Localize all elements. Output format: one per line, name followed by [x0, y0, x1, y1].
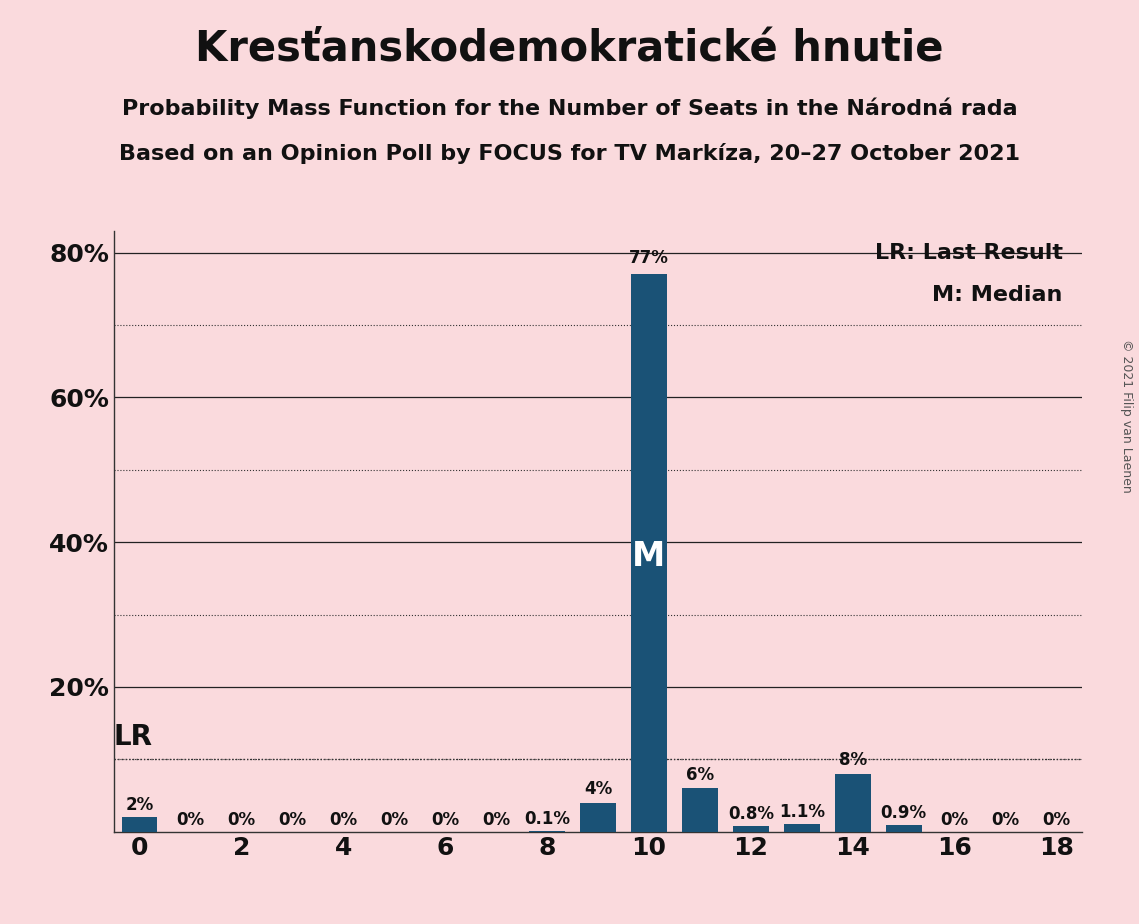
Text: Kresťanskodemokratické hnutie: Kresťanskodemokratické hnutie [195, 28, 944, 69]
Text: LR: Last Result: LR: Last Result [875, 243, 1063, 263]
Text: 1.1%: 1.1% [779, 803, 825, 821]
Text: 0%: 0% [177, 810, 204, 829]
Bar [682, 788, 718, 832]
Text: 8%: 8% [838, 751, 867, 770]
Text: M: M [632, 541, 665, 573]
Text: 0%: 0% [992, 810, 1019, 829]
Bar [631, 274, 666, 832]
Text: 0.8%: 0.8% [728, 805, 773, 823]
Text: LR: LR [114, 723, 153, 750]
Text: 0.1%: 0.1% [524, 810, 570, 828]
Text: Probability Mass Function for the Number of Seats in the Národná rada: Probability Mass Function for the Number… [122, 97, 1017, 118]
Bar [886, 825, 921, 832]
Text: 2%: 2% [125, 796, 154, 814]
Text: 0%: 0% [278, 810, 306, 829]
Text: Based on an Opinion Poll by FOCUS for TV Markíza, 20–27 October 2021: Based on an Opinion Poll by FOCUS for TV… [118, 143, 1021, 164]
Text: 77%: 77% [629, 249, 669, 267]
Text: © 2021 Filip van Laenen: © 2021 Filip van Laenen [1121, 339, 1133, 492]
Text: 0%: 0% [941, 810, 969, 829]
Text: 0%: 0% [380, 810, 408, 829]
Text: 0%: 0% [431, 810, 459, 829]
Text: 0%: 0% [1042, 810, 1071, 829]
Text: 0%: 0% [329, 810, 358, 829]
Text: 0.9%: 0.9% [880, 804, 927, 822]
Bar [784, 823, 820, 832]
Text: 0%: 0% [227, 810, 255, 829]
Bar [835, 773, 870, 832]
Text: M: Median: M: Median [933, 285, 1063, 305]
Text: 0%: 0% [482, 810, 510, 829]
Bar [734, 826, 769, 832]
Text: 4%: 4% [584, 780, 612, 798]
Bar [580, 803, 616, 832]
Bar [122, 817, 157, 832]
Text: 6%: 6% [686, 766, 714, 784]
